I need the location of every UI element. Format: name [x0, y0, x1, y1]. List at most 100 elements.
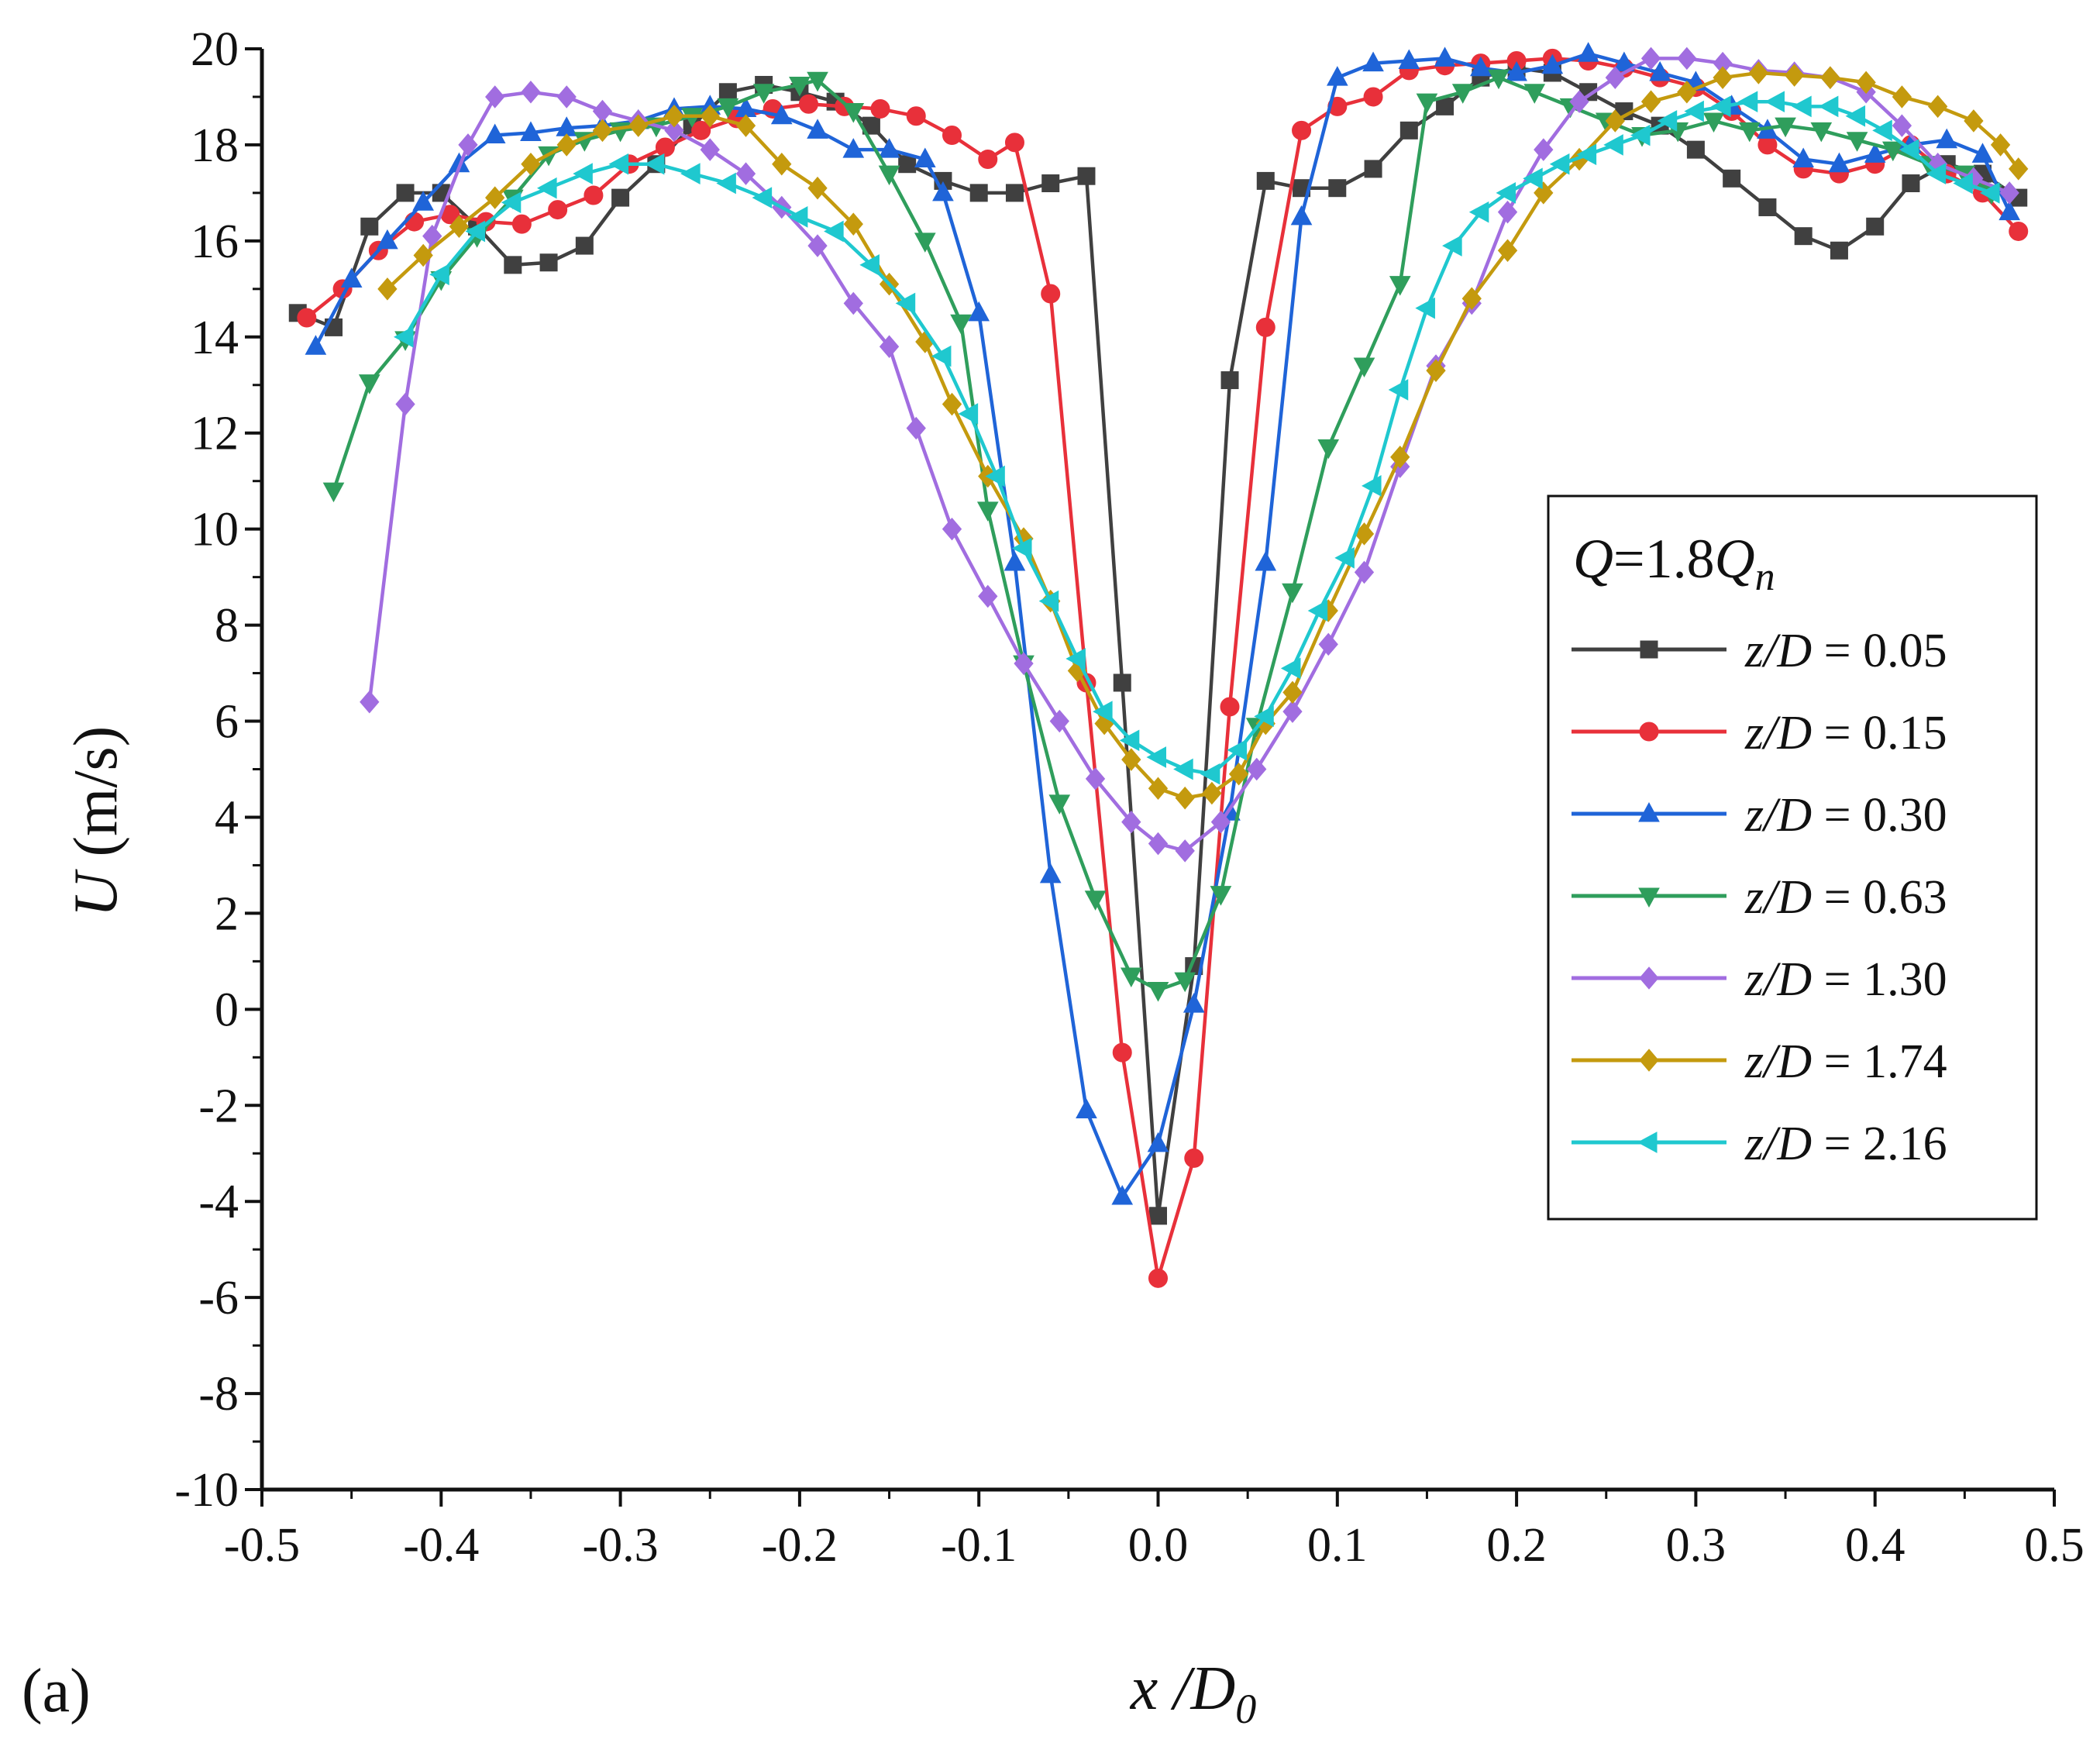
data-point	[1630, 124, 1651, 146]
data-point	[906, 416, 926, 440]
x-tick-label: -0.2	[762, 1519, 838, 1572]
data-point	[575, 236, 594, 255]
data-point	[322, 482, 345, 503]
data-point	[1282, 700, 1303, 723]
data-point	[1121, 748, 1141, 771]
legend-label: z/D = 1.30	[1744, 953, 1947, 1006]
data-point	[843, 212, 863, 236]
data-point	[798, 94, 818, 114]
data-point	[1864, 143, 1886, 163]
data-point	[1998, 200, 2021, 221]
data-point	[968, 301, 990, 322]
data-point	[1845, 105, 1866, 127]
y-tick-label: 4	[215, 791, 239, 844]
data-point	[1549, 153, 1570, 175]
data-point	[1307, 600, 1328, 622]
panel-label: (a)	[22, 1657, 91, 1725]
legend-marker	[1639, 1049, 1659, 1072]
data-point	[1603, 134, 1623, 156]
data-point	[360, 217, 379, 236]
data-point	[878, 165, 900, 186]
x-tick-label: -0.4	[403, 1519, 479, 1572]
data-point	[1149, 1207, 1167, 1225]
data-point	[465, 220, 486, 243]
x-axis-title: x /D0	[1130, 1655, 1257, 1732]
legend-entry: z/D = 0.15	[1572, 707, 1947, 760]
data-point	[1979, 182, 2000, 204]
x-tick-label: 0.3	[1666, 1519, 1726, 1572]
data-point	[1953, 172, 1973, 195]
data-point	[1523, 84, 1546, 104]
data-point	[950, 314, 972, 335]
data-point	[1488, 69, 1510, 90]
data-point	[789, 76, 811, 97]
data-point	[1470, 56, 1492, 77]
data-point	[735, 162, 756, 185]
data-point	[879, 335, 900, 358]
data-point	[1362, 475, 1382, 497]
data-point	[2009, 221, 2029, 241]
data-point	[1202, 781, 1222, 805]
legend-label: z/D = 0.05	[1744, 625, 1947, 677]
legend-entry: z/D = 1.74	[1572, 1035, 1947, 1088]
legend-label: z/D = 2.16	[1744, 1118, 1947, 1170]
legend-title: Q=1.8Qn	[1573, 528, 1775, 599]
data-point	[691, 120, 711, 140]
data-point	[539, 253, 558, 272]
legend-label: z/D = 0.15	[1744, 707, 1947, 760]
data-point	[1899, 139, 1919, 160]
data-point	[1649, 60, 1671, 81]
data-point	[1389, 276, 1411, 296]
data-point	[1434, 47, 1456, 67]
data-point	[1147, 982, 1169, 1002]
legend-entries: z/D = 0.05 z/D = 0.15 z/D = 0.30 z/D = 0.63…	[1572, 625, 1947, 1170]
data-point	[664, 104, 684, 128]
data-point	[914, 233, 936, 253]
data-point	[1227, 739, 1248, 761]
data-point	[537, 177, 557, 199]
x-tick-label: -0.3	[583, 1519, 659, 1572]
data-point	[1388, 379, 1409, 401]
data-point	[644, 153, 665, 175]
data-point	[1093, 701, 1113, 722]
data-point	[1256, 171, 1275, 190]
data-point	[393, 326, 414, 348]
data-point	[548, 200, 568, 220]
data-point	[824, 220, 844, 243]
data-point	[931, 345, 952, 367]
data-point	[1866, 217, 1885, 236]
legend-entry: z/D = 1.30	[1572, 953, 1947, 1006]
data-point	[1183, 993, 1205, 1013]
series-zd0.30	[305, 42, 2021, 1205]
data-point	[807, 71, 828, 92]
series-layer	[288, 42, 2029, 1288]
data-point	[449, 215, 470, 239]
data-point	[1677, 47, 1697, 71]
data-point	[942, 126, 962, 146]
data-point	[1220, 371, 1239, 390]
legend: Q=1.8Qn z/D = 0.05z/D = 0.15z/D = 0.30z/…	[1547, 494, 2038, 1221]
data-point	[396, 184, 415, 202]
data-point	[1048, 794, 1071, 815]
data-point	[1318, 632, 1338, 656]
data-point	[1792, 95, 1812, 118]
data-point	[1764, 91, 1785, 113]
data-point	[1255, 317, 1275, 337]
data-point	[1041, 284, 1061, 304]
data-point	[1416, 93, 1438, 114]
data-point	[1436, 97, 1455, 115]
data-point	[2009, 157, 2029, 181]
data-point	[1364, 160, 1382, 178]
data-point	[1702, 112, 1725, 133]
data-point	[377, 277, 398, 301]
data-point	[1255, 550, 1277, 571]
data-point	[628, 114, 649, 137]
data-point	[718, 83, 737, 102]
x-tick-label: 0.0	[1128, 1519, 1189, 1572]
data-point	[1014, 652, 1034, 675]
data-point	[1971, 143, 1994, 163]
data-point	[1077, 167, 1096, 185]
y-axis-title: U (m/s)	[62, 726, 130, 918]
legend-marker	[1637, 1132, 1658, 1153]
data-point	[878, 138, 900, 158]
